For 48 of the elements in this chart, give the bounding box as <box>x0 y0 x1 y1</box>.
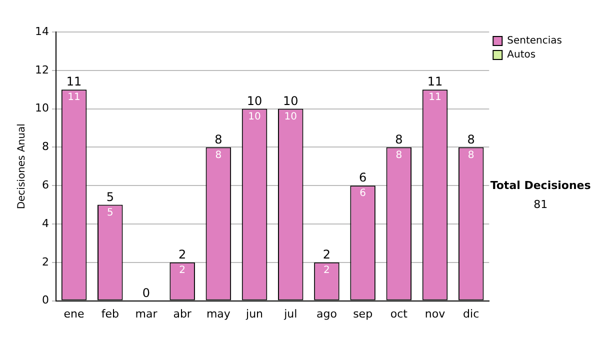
x-tick-label: ene <box>64 307 85 320</box>
y-tick-label: 10 <box>34 102 49 115</box>
y-tick-label: 8 <box>42 140 49 154</box>
x-tick-label: nov <box>424 307 446 320</box>
y-tick-label: 0 <box>42 294 49 307</box>
legend-label: Sentencias <box>507 36 562 47</box>
data-label: 2 <box>179 264 186 276</box>
total-label: 11 <box>427 74 443 89</box>
x-tick-label: mar <box>135 307 158 320</box>
x-tick-label: oct <box>390 307 408 320</box>
x-tick-label: may <box>206 307 231 320</box>
total-label: 2 <box>322 248 331 262</box>
y-tick-label: 6 <box>42 178 49 192</box>
x-tick-label: ago <box>316 307 338 320</box>
y-tick-label: 4 <box>42 216 49 230</box>
total-label: 11 <box>66 74 82 89</box>
total-label: 6 <box>358 170 367 185</box>
data-label: 10 <box>284 111 297 122</box>
x-tick-label: jul <box>283 307 298 320</box>
total-label: 8 <box>214 132 222 146</box>
total-label: 8 <box>467 132 475 146</box>
x-tick-label: jun <box>245 307 264 320</box>
x-tick-label: abr <box>173 307 192 320</box>
text: 81 <box>534 198 548 211</box>
total-label: 5 <box>106 190 114 204</box>
x-tick-label: feb <box>101 307 119 320</box>
y-tick-label: 14 <box>34 24 49 38</box>
data-label: 8 <box>396 150 402 161</box>
y-tick-label: 12 <box>34 63 49 76</box>
data-label: 11 <box>68 92 80 104</box>
data-label: 2 <box>324 264 330 276</box>
data-label: 11 <box>428 92 442 104</box>
y-tick-label: 2 <box>42 255 49 268</box>
data-label: 5 <box>106 207 114 218</box>
data-label: 8 <box>468 150 474 161</box>
x-tick-label: dic <box>463 307 480 320</box>
y-axis-title: Decisiones Anual <box>16 124 28 210</box>
total-label: 8 <box>395 132 403 146</box>
total-label: 10 <box>246 94 262 108</box>
text: Total Decisiones <box>490 178 592 192</box>
total-label: 10 <box>282 94 298 108</box>
data-label: 10 <box>248 111 261 122</box>
data-label: 6 <box>360 188 366 200</box>
x-tick-label: sep <box>353 307 373 320</box>
total-label: 0 <box>142 286 150 300</box>
data-label: 8 <box>215 150 222 161</box>
total-label: 2 <box>178 248 186 262</box>
legend-label: Autos <box>507 50 536 61</box>
